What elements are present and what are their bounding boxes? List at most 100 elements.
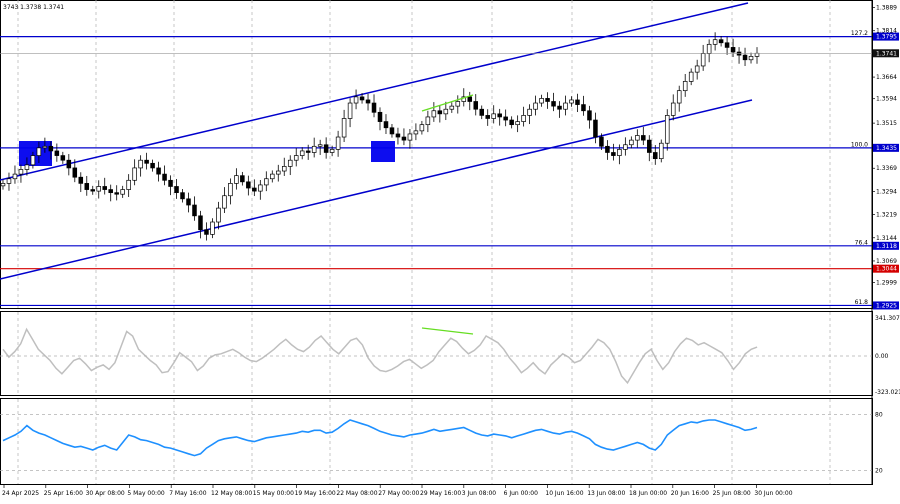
candle-body xyxy=(335,136,341,150)
candle-body xyxy=(42,145,48,149)
time-tick-label: 22 May 08:00 xyxy=(336,490,377,497)
time-tick-label: 3 Jun 08:00 xyxy=(462,490,496,497)
channel-lower-line xyxy=(0,99,753,280)
candle-body xyxy=(150,162,155,169)
cci-divergence-line xyxy=(421,327,474,335)
candle-body xyxy=(437,110,443,115)
candle-body xyxy=(162,173,167,181)
time-tick-label: 30 Jun 00:00 xyxy=(754,490,792,497)
candle-body xyxy=(186,198,191,206)
candle-body xyxy=(210,221,215,235)
time-tick-label: 27 May 00:00 xyxy=(378,490,419,497)
candle-body xyxy=(258,184,263,192)
level-ratio-label: 127.2 xyxy=(851,30,868,37)
candle-body xyxy=(551,101,556,107)
candle-body xyxy=(246,181,251,189)
candle-body xyxy=(521,115,526,122)
candle-body xyxy=(311,145,317,153)
candle-body xyxy=(365,99,371,104)
candle-body xyxy=(270,173,275,180)
candle-body xyxy=(599,136,604,147)
candle-body xyxy=(617,149,622,156)
candle-body xyxy=(539,98,544,104)
candle-body xyxy=(216,207,221,223)
candle-body xyxy=(497,113,502,118)
candle-body xyxy=(102,186,107,190)
rsi-tick-label: 20 xyxy=(875,468,883,475)
level-price-badge xyxy=(873,143,899,152)
candles-layer xyxy=(0,32,760,241)
y-tick-label: 1.3219 xyxy=(876,212,897,219)
candle-body xyxy=(623,144,628,150)
candle-body xyxy=(419,124,425,132)
time-tick-label: 10 Jun 16:00 xyxy=(545,490,583,497)
cci-tick-label: 341.3079 xyxy=(875,315,900,322)
candle-body xyxy=(12,173,18,180)
candle-body xyxy=(395,133,401,138)
rsi-series-line xyxy=(2,419,758,457)
candle-body xyxy=(688,71,694,82)
candle-body xyxy=(174,186,179,194)
time-tick-label: 7 May 16:00 xyxy=(169,490,207,497)
candle-body xyxy=(18,169,24,175)
time-tick-label: 5 May 00:00 xyxy=(127,490,165,497)
candle-body xyxy=(48,145,54,152)
current-price-badge xyxy=(873,49,899,58)
candle-body xyxy=(198,215,203,231)
candle-body xyxy=(192,204,197,217)
candle-body xyxy=(479,108,484,116)
level-ratio-label: 100.0 xyxy=(851,141,868,148)
candle-body xyxy=(413,130,419,135)
y-tick-label: 1.3664 xyxy=(876,74,897,81)
cci-panel xyxy=(0,311,873,396)
candle-body xyxy=(670,102,676,116)
candle-body xyxy=(575,99,580,105)
candle-body xyxy=(664,115,670,144)
time-tick-label: 25 Jun 08:00 xyxy=(713,490,751,497)
candle-body xyxy=(748,56,754,61)
candle-body xyxy=(264,178,269,186)
y-tick-label: 1.3294 xyxy=(876,188,897,195)
cci-tick-label: -323.021 xyxy=(875,389,900,396)
candle-body xyxy=(485,115,490,119)
time-axis: 24 Apr 2025 25 Apr 16:00 30 Apr 08:00 5 May… xyxy=(2,485,793,497)
candle-body xyxy=(168,179,173,187)
candle-body xyxy=(0,183,6,187)
time-tick-label: 25 Apr 16:00 xyxy=(44,490,83,497)
level-ratio-label: 61.8 xyxy=(855,299,869,306)
time-tick-label: 12 May 08:00 xyxy=(211,490,252,497)
candle-body xyxy=(329,149,335,153)
y-tick-label: 1.3144 xyxy=(876,235,897,242)
time-tick-label: 13 Jun 08:00 xyxy=(587,490,625,497)
candle-body xyxy=(341,118,347,138)
level-price-badge-text: 1.3118 xyxy=(876,243,897,250)
candle-body xyxy=(66,159,72,169)
level-ratio-label: 76.4 xyxy=(855,239,869,246)
price-panel xyxy=(0,0,873,309)
candle-body xyxy=(509,119,514,126)
ohlc-readout: 3743 1.3738 1.3741 xyxy=(3,4,64,11)
candle-body xyxy=(503,116,508,121)
y-axis: 1.3889 1.3814 1.3664 1.3594 1.3515 1.3369 1.32… xyxy=(0,5,900,475)
y-tick-label: 1.3814 xyxy=(876,28,897,35)
candle-body xyxy=(736,51,742,56)
candle-body xyxy=(581,104,586,112)
candle-body xyxy=(718,39,724,44)
candle-body xyxy=(635,135,640,141)
candle-body xyxy=(443,108,449,115)
candle-body xyxy=(371,102,377,113)
candle-body xyxy=(281,166,287,172)
y-tick-label: 1.2999 xyxy=(876,280,897,287)
candle-body xyxy=(252,187,257,192)
candle-body xyxy=(323,144,329,153)
time-tick-label: 24 Apr 2025 xyxy=(2,490,39,497)
candle-body xyxy=(401,136,407,141)
candle-body xyxy=(431,110,437,118)
candle-body xyxy=(60,155,66,161)
candle-body xyxy=(96,186,102,192)
candle-body xyxy=(293,155,299,161)
candle-body xyxy=(557,105,562,110)
candle-body xyxy=(449,105,455,110)
cci-tick-label: 0.00 xyxy=(875,353,889,360)
